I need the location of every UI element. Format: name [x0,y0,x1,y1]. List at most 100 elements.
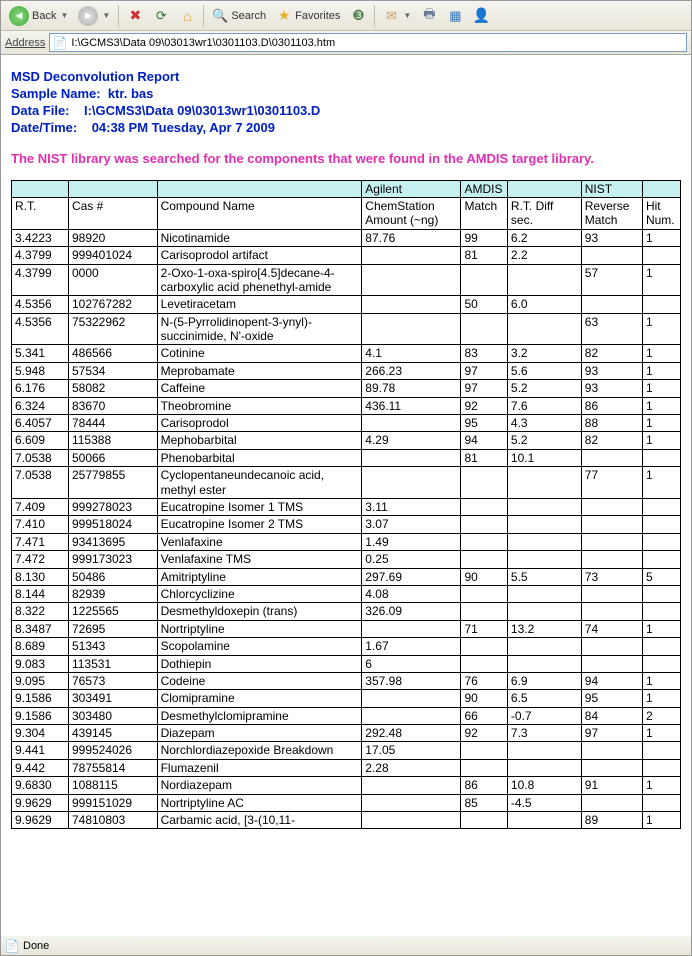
table-cell [461,498,507,515]
search-label: Search [231,10,266,22]
table-cell: 5.2 [507,380,581,397]
table-cell: 9.6830 [12,777,69,794]
table-row: 8.348772695Nortriptyline7113.2741 [12,620,681,637]
table-cell: Desmethylclomipramine [157,707,362,724]
table-cell [642,759,680,776]
table-cell: 66 [461,707,507,724]
sample-line: Sample Name: ktr. bas [11,86,681,103]
home-button[interactable]: ⌂ [175,6,199,26]
table-cell [581,585,642,602]
table-cell [581,759,642,776]
table-cell: 5.2 [507,432,581,449]
messenger-button[interactable]: 👤 [469,6,493,26]
table-cell: 0.25 [362,551,461,568]
table-cell: Eucatropine Isomer 1 TMS [157,498,362,515]
address-field[interactable]: 📄 I:\GCMS3\Data 09\03013wr1\0301103.D\03… [49,33,687,52]
table-row: 9.962974810803Carbamic acid, [3-(10,11-8… [12,812,681,829]
table-cell: 93 [581,380,642,397]
table-cell [507,759,581,776]
table-row: 4.5356102767282Levetiracetam506.0 [12,296,681,313]
table-cell: Phenobarbital [157,449,362,466]
table-cell [362,247,461,264]
table-cell [362,415,461,432]
table-cell [581,533,642,550]
table-cell: 84 [581,707,642,724]
table-cell: 3.07 [362,516,461,533]
table-cell: Venlafaxine [157,533,362,550]
table-cell: 78444 [68,415,157,432]
table-cell: 86 [461,777,507,794]
table-cell: Chlorcyclizine [157,585,362,602]
table-cell [642,533,680,550]
table-cell: 303480 [68,707,157,724]
table-cell: 83 [461,345,507,362]
table-cell: 5.5 [507,568,581,585]
back-label: Back [32,10,56,22]
table-cell: 1.67 [362,638,461,655]
table-cell: 63 [581,313,642,345]
table-cell [362,467,461,499]
table-row: 9.9629999151029Nortriptyline AC85-4.5 [12,794,681,811]
table-cell: 92 [461,397,507,414]
edit-button[interactable]: ▦ [443,6,467,26]
table-cell: 9.1586 [12,707,69,724]
table-cell: 1 [642,229,680,246]
mail-button[interactable]: ✉▼ [379,6,415,26]
table-cell: 113531 [68,655,157,672]
group-header-cell: AMDIS [461,180,507,197]
refresh-button[interactable]: ⟳ [149,6,173,26]
search-button[interactable]: 🔍 Search [208,6,270,26]
table-cell: 292.48 [362,725,461,742]
chevron-down-icon: ▼ [102,11,110,20]
table-cell: 303491 [68,690,157,707]
table-cell [642,585,680,602]
table-cell: 6.9 [507,672,581,689]
stop-button[interactable]: ✖ [123,6,147,26]
table-cell [642,655,680,672]
table-cell: 5.341 [12,345,69,362]
table-cell: 81 [461,449,507,466]
print-button[interactable]: 🖶 [417,6,441,26]
table-cell: 297.69 [362,568,461,585]
table-cell: 266.23 [362,362,461,379]
table-row: 4.535675322962N-(5-Pyrrolidinopent-3-yny… [12,313,681,345]
chevron-down-icon: ▼ [60,11,68,20]
favorites-button[interactable]: ★ Favorites [272,6,344,26]
home-icon: ⌂ [179,8,195,24]
table-cell [461,585,507,602]
table-cell: 74810803 [68,812,157,829]
table-cell [362,449,461,466]
history-button[interactable]: ❸ [346,6,370,26]
table-cell: 7.6 [507,397,581,414]
sample-label: Sample Name: [11,86,101,103]
table-cell [642,742,680,759]
table-cell [362,707,461,724]
table-cell [642,296,680,313]
table-cell [642,449,680,466]
table-cell [507,812,581,829]
table-row: 6.32483670Theobromine436.11927.6861 [12,397,681,414]
table-cell: 999524026 [68,742,157,759]
history-icon: ❸ [350,8,366,24]
table-cell [461,516,507,533]
table-cell: N-(5-Pyrrolidinopent-3-ynyl)-succinimide… [157,313,362,345]
table-cell: 4.3 [507,415,581,432]
table-cell [507,655,581,672]
back-button[interactable]: ◄ Back ▼ [5,4,72,28]
group-header-cell [157,180,362,197]
table-cell: 999173023 [68,551,157,568]
table-cell: 1 [642,467,680,499]
table-cell: 87.76 [362,229,461,246]
table-cell [461,759,507,776]
table-cell [507,585,581,602]
forward-button[interactable]: ► ▼ [74,4,114,28]
table-cell: 1088115 [68,777,157,794]
table-cell: 50066 [68,449,157,466]
table-cell: 3.4223 [12,229,69,246]
page-icon: 📄 [5,939,19,953]
table-cell [642,247,680,264]
table-cell [362,296,461,313]
table-cell: 1 [642,397,680,414]
table-cell: 1 [642,313,680,345]
table-cell: Diazepam [157,725,362,742]
